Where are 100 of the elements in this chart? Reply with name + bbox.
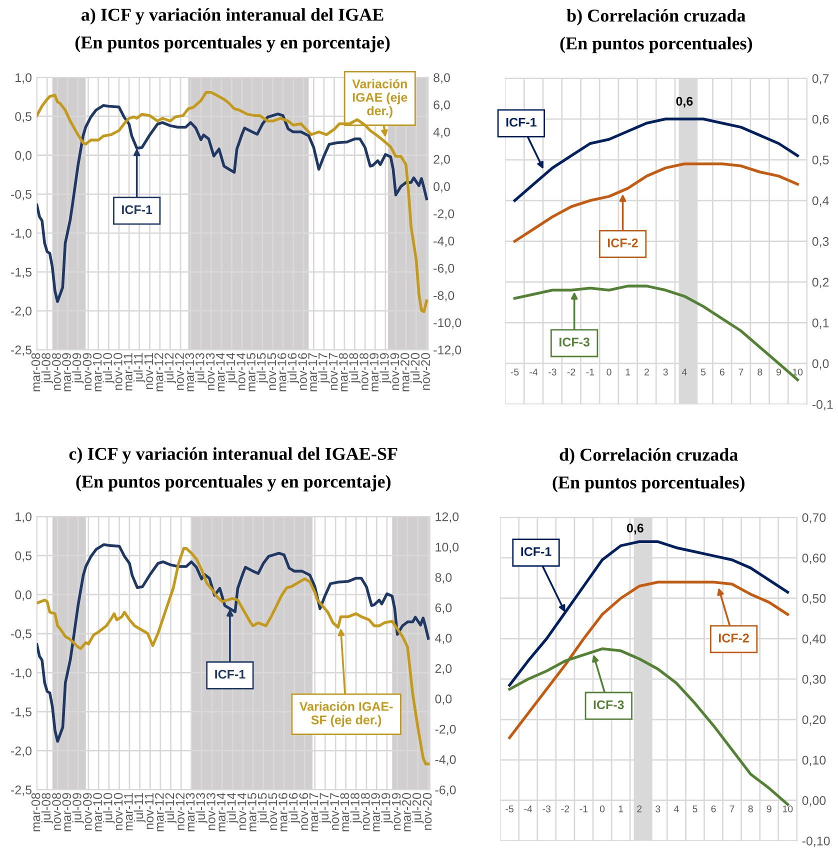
x-tick-label: mar-09	[62, 353, 71, 392]
text: 0,5	[812, 156, 829, 166]
x-tick-label: mar-20	[402, 792, 411, 832]
x-tick-label: nov-16	[298, 353, 307, 390]
x-tick-label: jul-17	[318, 353, 330, 384]
text: 0,30	[802, 674, 826, 686]
x-tick-label: mar-19	[370, 353, 379, 392]
y2-tick-label: -2,0	[434, 209, 454, 220]
y2-tick-label: -2,0	[435, 724, 456, 736]
annotation: Variación IGAE (eje der.)	[352, 79, 408, 118]
annotation: ICF-3	[594, 700, 624, 710]
y-tick-label: 0,5	[15, 112, 32, 122]
x-tick-label: mar-15	[246, 353, 256, 392]
y-tick-label: -2,5	[11, 786, 32, 796]
chart-subtitle: (En puntos porcentuales)	[560, 36, 752, 54]
y-tick-label: 1,0	[16, 73, 32, 84]
x-tick-label: mar-18	[338, 353, 348, 392]
x-tick-label: jul-09	[72, 793, 84, 824]
x-tick-label: jul-12	[164, 793, 177, 824]
text: 0,1	[812, 318, 829, 329]
x-tick-label: -5	[506, 806, 514, 812]
x-tick-label: nov-08	[52, 793, 61, 830]
y2-tick-label: 4,0	[435, 634, 452, 644]
y2-tick-label: -6,0	[435, 786, 456, 796]
chart-title: b) Correlación cruzada	[566, 8, 746, 26]
x-tick-label: mar-08	[31, 793, 40, 832]
x-tick-label: 5	[692, 806, 698, 812]
annotation: ICF-1	[506, 118, 536, 127]
x-tick-label: jul-10	[102, 353, 114, 384]
x-tick-label: mar-18	[340, 793, 350, 832]
text: 0,0	[812, 359, 829, 370]
y-tick-label: 1,0	[16, 512, 32, 523]
x-tick-label: nov-12	[176, 793, 185, 830]
x-tick-label: mar-13	[186, 793, 195, 832]
x-tick-label: -4	[530, 368, 538, 376]
y2-tick-label: -8,0	[434, 291, 454, 302]
x-tick-label: jul-09	[72, 353, 84, 384]
x-tick-label: nov-17	[328, 353, 338, 390]
y2-tick-label: 6,0	[434, 100, 450, 111]
x-tick-label: -4	[524, 806, 532, 812]
line-series	[508, 540, 790, 687]
x-tick-label: 2	[644, 368, 649, 376]
x-tick-label: 6	[720, 368, 724, 376]
y-tick-label: -0,5	[11, 190, 32, 200]
x-tick-label: jul-08	[41, 353, 53, 384]
text: -0,1	[812, 400, 833, 410]
y-tick-label: 0,0	[15, 590, 32, 601]
x-tick-label: jul-19	[381, 793, 393, 824]
x-tick-label: 9	[766, 805, 772, 812]
x-tick-label: mar-17	[310, 793, 318, 832]
x-tick-label: jul-20	[412, 792, 424, 824]
x-tick-label: mar-15	[248, 793, 256, 832]
x-tick-label: 1	[618, 806, 624, 812]
y-tick-label: -1,0	[11, 228, 32, 240]
x-tick-label: jul-18	[350, 793, 362, 824]
x-tick-label: mar-11	[124, 793, 133, 830]
x-tick-label: mar-08	[31, 353, 40, 392]
x-tick-label: jul-11	[134, 793, 146, 822]
y-tick-label: -0,5	[11, 629, 32, 640]
annotation: ICF-1	[122, 205, 152, 214]
x-tick-label: jul-18	[348, 353, 361, 384]
x-tick-label: mar-16	[277, 353, 286, 392]
x-tick-label: nov-11	[144, 793, 154, 829]
x-tick-label: nov-15	[268, 793, 278, 830]
x-tick-label: jul-11	[134, 353, 146, 382]
y2-tick-label: 0,0	[435, 694, 452, 705]
x-tick-label: -2	[567, 368, 576, 376]
annotation: ICF-2	[719, 634, 749, 642]
text: 0,6	[812, 114, 829, 126]
y2-tick-label: 8,0	[435, 573, 452, 584]
x-tick-label: mar-12	[154, 793, 164, 832]
x-tick-label: 2	[637, 805, 642, 812]
x-tick-label: mar-10	[93, 792, 102, 832]
y2-tick-label: 12,0	[436, 512, 459, 523]
chart-subtitle: (En puntos porcentuales y en porcentaje)	[76, 475, 391, 492]
x-tick-label: nov-09	[82, 793, 92, 830]
chart-title: c) ICF y variación interanual del IGAE-SF	[69, 447, 398, 464]
x-tick-label: nov-11	[144, 353, 154, 390]
x-tick-label: nov-09	[82, 353, 92, 390]
x-tick-label: -3	[542, 805, 551, 812]
y-tick-label: -2,0	[11, 306, 32, 317]
text: 0,50	[802, 594, 826, 604]
x-tick-label: jul-15	[258, 793, 270, 824]
x-tick-label: 8	[758, 368, 762, 376]
x-tick-label: mar-11	[124, 353, 132, 390]
annotation: ICF-1	[215, 670, 246, 679]
y-tick-label: -2,0	[11, 746, 32, 757]
x-tick-label: jul-16	[287, 353, 300, 384]
x-tick-label: nov-10	[114, 792, 123, 830]
y2-tick-label: 8,0	[434, 73, 450, 84]
x-tick-label: -1	[586, 368, 594, 376]
y2-tick-label: -12,0	[434, 346, 462, 356]
y-tick-label: -1,0	[11, 668, 32, 679]
x-tick-label: jul-12	[164, 353, 176, 384]
x-tick-label: 4	[674, 806, 679, 812]
text: 0,40	[802, 634, 826, 645]
x-tick-label: jul-14	[226, 792, 238, 824]
x-tick-label: jul-19	[380, 353, 392, 384]
x-tick-label: mar-16	[278, 793, 288, 832]
x-tick-label: 7	[730, 806, 734, 812]
